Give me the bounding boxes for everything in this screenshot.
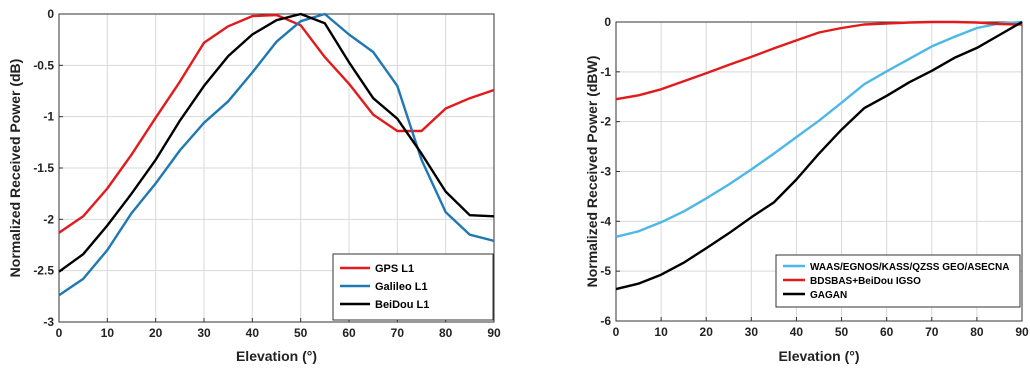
x-tick-label: 70 — [391, 326, 405, 340]
y-tick-label: -1.5 — [33, 161, 54, 175]
legend: WAAS/EGNOS/KASS/QZSS GEO/ASECNA BDSBAS+Be… — [775, 254, 1021, 308]
series-line — [58, 12, 495, 273]
x-tick-label: 40 — [790, 325, 804, 339]
legend-label: BDSBAS+BeiDou IGSO — [810, 276, 921, 287]
x-tick-label: 90 — [487, 326, 501, 340]
legend-label: BeiDou L1 — [375, 299, 429, 311]
left-chart: 0 10 20 30 40 50 60 70 80 90 0 -0.5 -1 -1.5 -2 -2.5 -3 El… — [7, 7, 501, 364]
x-tick-label: 30 — [197, 326, 211, 340]
right-chart: 0 10 20 30 40 50 60 70 80 90 0 -1 -2 -3 -4 -5 -6 Elevatio… — [584, 15, 1029, 364]
legend-label: WAAS/EGNOS/KASS/QZSS GEO/ASECNA — [810, 262, 1009, 273]
legend-label: Galileo L1 — [375, 281, 428, 293]
y-tick-label: -2 — [600, 115, 611, 129]
x-tick-label: 70 — [925, 325, 939, 339]
x-axis-label: Elevation (°) — [236, 348, 317, 364]
legend-label: GPS L1 — [375, 263, 414, 275]
y-axis-label: Normalized Received Power (dB) — [7, 59, 23, 278]
y-tick-label: -2.5 — [33, 264, 54, 278]
x-tick-label: 10 — [101, 326, 115, 340]
y-axis-label: Normalized Received Power (dBW) — [584, 56, 600, 288]
legend-box — [775, 254, 1021, 308]
x-tick-label: 0 — [56, 326, 63, 340]
legend-label: GAGAN — [810, 290, 847, 301]
series-line — [58, 12, 495, 297]
y-tick-label: 0 — [47, 7, 54, 21]
y-tick-label: -2 — [43, 212, 54, 226]
x-tick-label: 20 — [149, 326, 163, 340]
series-line — [58, 13, 495, 234]
x-tick-label: 10 — [654, 325, 668, 339]
x-tick-label: 80 — [970, 325, 984, 339]
x-tick-label: 90 — [1015, 325, 1029, 339]
x-tick-label: 80 — [439, 326, 453, 340]
x-axis-label: Elevation (°) — [778, 348, 859, 364]
x-tick-label: 50 — [835, 325, 849, 339]
y-tick-label: -3 — [43, 315, 54, 329]
y-tick-label: -4 — [600, 214, 611, 228]
axes-box — [615, 21, 1023, 322]
series-line — [615, 20, 1023, 291]
y-tick-label: -0.5 — [33, 58, 54, 72]
x-tick-label: 60 — [342, 326, 356, 340]
y-tick-label: -5 — [600, 264, 611, 278]
series-line — [615, 20, 1023, 101]
x-tick-label: 60 — [880, 325, 894, 339]
x-tick-label: 0 — [613, 325, 620, 339]
series-line — [615, 20, 1023, 238]
x-tick-label: 40 — [246, 326, 260, 340]
y-tick-label: 0 — [604, 15, 611, 29]
y-tick-label: -3 — [600, 165, 611, 179]
x-tick-label: 50 — [294, 326, 308, 340]
legend: GPS L1 Galileo L1 BeiDou L1 — [332, 253, 494, 321]
y-tick-label: -1 — [43, 110, 54, 124]
y-tick-label: -6 — [600, 314, 611, 328]
x-tick-label: 30 — [745, 325, 759, 339]
y-tick-label: -1 — [600, 65, 611, 79]
x-tick-label: 20 — [700, 325, 714, 339]
